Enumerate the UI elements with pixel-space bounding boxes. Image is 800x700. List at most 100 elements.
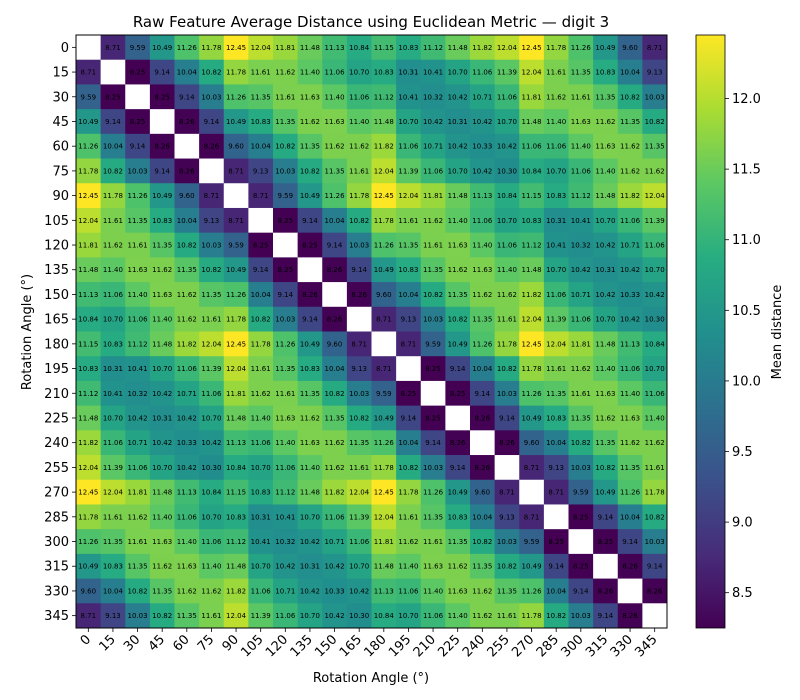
heatmap-cell — [322, 207, 348, 234]
cell-value-label: 10.41 — [423, 69, 443, 77]
heatmap-cell — [519, 405, 545, 431]
heatmap-cell — [470, 158, 496, 184]
cell-value-label: 8.26 — [622, 563, 638, 571]
heatmap-cell — [174, 405, 200, 431]
cell-value-label: 11.26 — [571, 44, 592, 52]
cell-value-label: 11.78 — [374, 217, 394, 225]
cell-value-label: 11.78 — [349, 192, 369, 200]
cell-value-label: 11.35 — [571, 69, 591, 77]
heatmap-cell — [371, 257, 397, 283]
cell-value-label: 9.13 — [401, 316, 417, 324]
cell-value-label: 9.13 — [647, 69, 663, 77]
cell-value-label: 11.06 — [201, 390, 222, 398]
heatmap-cell — [371, 133, 397, 159]
cell-value-label: 11.61 — [571, 390, 591, 398]
cell-value-label: 10.04 — [620, 513, 641, 521]
x-tick-label: 0 — [78, 632, 94, 648]
heatmap-cell — [445, 59, 471, 85]
cell-value-label: 10.03 — [275, 167, 295, 175]
heatmap-cell — [174, 430, 200, 456]
x-tick-label: 15 — [96, 632, 118, 654]
cell-value-label: 10.70 — [398, 118, 418, 126]
heatmap-cell — [174, 183, 200, 209]
cell-value-label: 10.49 — [300, 192, 320, 200]
cell-value-label: 10.42 — [448, 93, 468, 101]
y-tick-label: 60 — [52, 140, 69, 155]
heatmap-cell — [371, 430, 397, 456]
cell-value-label: 11.61 — [546, 365, 566, 373]
heatmap-cell — [593, 430, 619, 456]
heatmap-cell — [617, 578, 643, 604]
heatmap-cell — [100, 479, 126, 505]
heatmap-cell — [494, 207, 520, 234]
heatmap-cell — [519, 109, 545, 135]
cell-value-label: 11.48 — [374, 563, 394, 571]
heatmap-cell — [568, 380, 594, 407]
cell-value-label: 11.82 — [374, 143, 394, 151]
heatmap-cell — [199, 133, 225, 159]
colorbar-tick-label: 11.5 — [732, 163, 761, 178]
heatmap-cell — [420, 133, 446, 159]
cell-value-label: 9.14 — [179, 93, 195, 101]
cell-value-label: 11.62 — [398, 538, 418, 546]
cell-value-label: 11.35 — [472, 563, 492, 571]
heatmap-cell — [593, 479, 619, 505]
cell-value-label: 11.06 — [497, 93, 518, 101]
heatmap-cell — [223, 578, 249, 604]
y-tick-label: 105 — [44, 214, 69, 229]
cell-value-label: 9.14 — [253, 266, 269, 274]
heatmap-cell — [223, 133, 249, 159]
heatmap-cell — [346, 35, 372, 61]
heatmap-cell — [642, 59, 668, 85]
heatmap-cell — [273, 133, 299, 159]
cell-value-label: 10.04 — [620, 69, 641, 77]
heatmap-cell — [568, 529, 594, 555]
heatmap-cell — [445, 356, 471, 382]
cell-value-label: 11.06 — [177, 513, 198, 521]
cell-value-label: 8.71 — [499, 489, 515, 497]
heatmap-cell — [371, 356, 397, 382]
cell-value-label: 8.26 — [204, 143, 220, 151]
cell-value-label: 11.62 — [325, 464, 345, 472]
heatmap-cell — [174, 553, 200, 579]
cell-value-label: 8.25 — [278, 217, 294, 225]
heatmap-cell — [174, 158, 200, 184]
cell-value-label: 12.04 — [374, 513, 395, 521]
heatmap-cell — [273, 59, 299, 85]
heatmap-cell — [568, 306, 594, 332]
y-tick-label: 300 — [44, 535, 69, 550]
cell-value-label: 10.70 — [546, 266, 566, 274]
cell-value-label: 11.62 — [201, 587, 221, 595]
cell-value-label: 11.82 — [472, 44, 492, 52]
cell-value-label: 8.26 — [154, 143, 170, 151]
cell-value-label: 9.14 — [401, 414, 417, 422]
heatmap-cell — [642, 306, 668, 332]
heatmap-cell — [568, 479, 594, 505]
heatmap-cell — [396, 282, 422, 308]
heatmap-cell — [223, 232, 249, 258]
heatmap-cell — [199, 529, 225, 555]
heatmap-cell — [470, 109, 496, 135]
cell-value-label: 11.40 — [128, 291, 148, 299]
cell-value-label: 10.82 — [251, 316, 271, 324]
heatmap-cell — [273, 183, 299, 209]
heatmap-cell — [223, 455, 249, 481]
heatmap-cell — [371, 306, 397, 332]
heatmap-cell — [125, 84, 151, 110]
heatmap-cell — [617, 232, 643, 258]
heatmap-cell — [396, 257, 422, 283]
heatmap-cell — [494, 405, 520, 431]
cell-value-label: 11.48 — [522, 266, 542, 274]
heatmap-cell — [593, 529, 619, 555]
heatmap-cell — [248, 306, 274, 332]
colorbar-tick-label: 11.0 — [732, 233, 761, 248]
cell-value-label: 11.48 — [226, 414, 246, 422]
heatmap-cell — [420, 380, 446, 407]
heatmap-cell — [593, 331, 619, 357]
heatmap-cell — [248, 603, 274, 629]
cell-value-label: 10.41 — [546, 242, 566, 250]
cell-value-label: 9.14 — [302, 316, 318, 324]
cell-value-label: 12.04 — [497, 44, 518, 52]
heatmap-cell — [322, 380, 348, 407]
heatmap-cell — [248, 430, 274, 456]
